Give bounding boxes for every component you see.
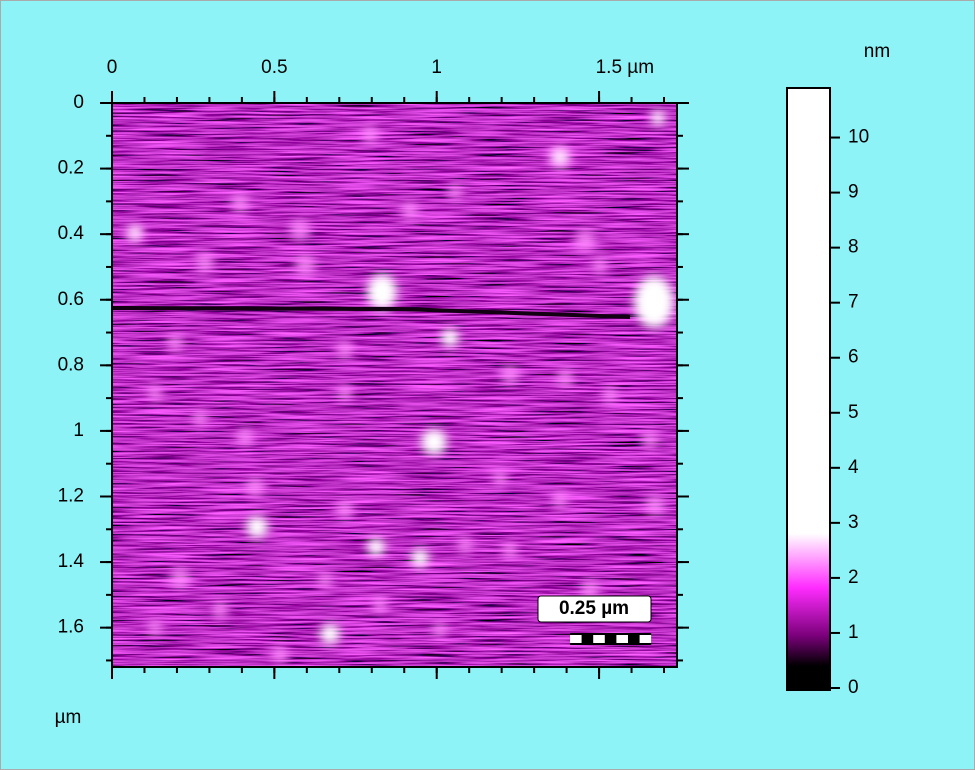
y-tick-label: 0.4 bbox=[58, 223, 85, 244]
plot-frame bbox=[111, 102, 678, 668]
colorbar-tick-label: 2 bbox=[848, 567, 859, 588]
y-tick-label: 1.4 bbox=[58, 551, 85, 572]
colorbar-tick-label: 1 bbox=[848, 622, 859, 643]
y-tick-label: 0.8 bbox=[58, 354, 84, 375]
scale-bar-label: 0.25 µm bbox=[559, 598, 629, 619]
colorbar bbox=[786, 87, 831, 691]
colorbar-label: nm bbox=[864, 41, 890, 62]
colorbar-tick-label: 5 bbox=[848, 402, 859, 423]
y-tick-label: 0 bbox=[73, 92, 84, 113]
colorbar-tick-label: 9 bbox=[848, 182, 859, 203]
x-tick-label: 1 bbox=[431, 57, 442, 78]
y-tick-label: 0.2 bbox=[58, 158, 84, 179]
x-tick-label: 0 bbox=[107, 57, 118, 78]
x-tick-label: 1.5 µm bbox=[596, 57, 654, 78]
y-tick-label: 0.6 bbox=[58, 289, 84, 310]
colorbar-tick-label: 8 bbox=[848, 237, 859, 258]
y-tick-label: 1.6 bbox=[58, 617, 84, 638]
x-tick-label: 0.5 bbox=[261, 57, 287, 78]
colorbar-tick-label: 4 bbox=[848, 457, 859, 478]
y-tick-label: 1 bbox=[73, 420, 84, 441]
scale-bar bbox=[570, 633, 652, 645]
y-axis-unit: µm bbox=[55, 707, 82, 728]
colorbar-tick-label: 0 bbox=[848, 677, 859, 698]
colorbar-tick-label: 10 bbox=[848, 127, 869, 148]
colorbar-tick-label: 3 bbox=[848, 512, 859, 533]
colorbar-tick-label: 7 bbox=[848, 292, 859, 313]
afm-image bbox=[112, 103, 677, 667]
y-tick-label: 1.2 bbox=[58, 486, 84, 507]
colorbar-tick-label: 6 bbox=[848, 347, 859, 368]
